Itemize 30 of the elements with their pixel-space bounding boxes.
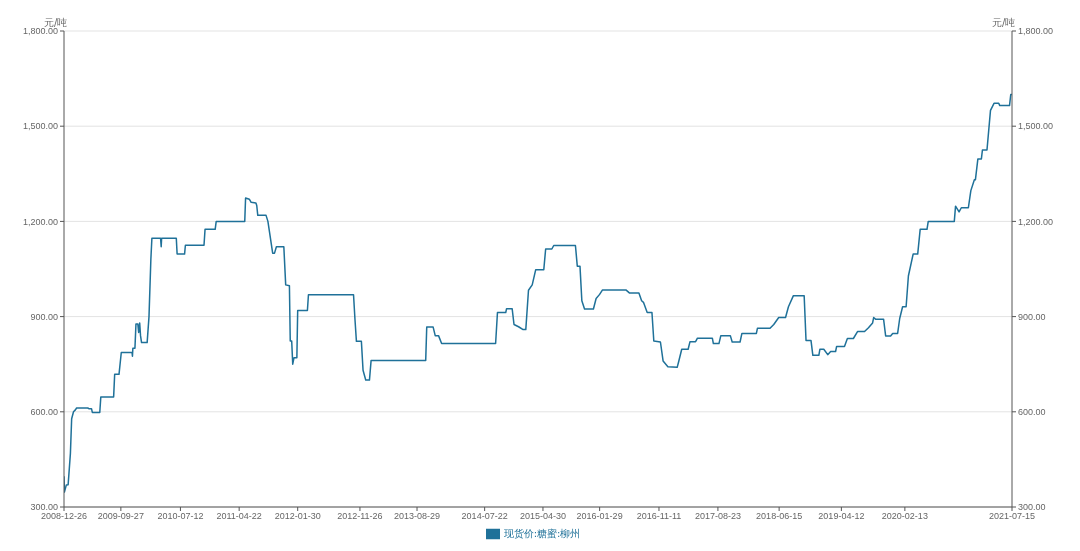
y-tick-label: 900.00 — [30, 311, 58, 322]
y-tick-label: 1,200.00 — [22, 216, 58, 227]
y2-axis-title: 元/吨 — [992, 16, 1016, 30]
legend-label: 现货价:糖蜜:柳州 — [503, 528, 581, 539]
x-tick-label: 2012-01-30 — [274, 511, 321, 522]
x-tick-label: 2016-01-29 — [576, 511, 623, 522]
x-tick-label: 2019-04-12 — [818, 511, 865, 522]
y-tick-label: 300.00 — [30, 502, 58, 513]
y-tick-label: 1,500.00 — [22, 121, 58, 132]
x-tick-label: 2017-08-23 — [694, 511, 741, 522]
x-tick-label: 2013-08-29 — [393, 511, 441, 522]
x-tick-label: 2021-07-15 — [988, 511, 1036, 522]
y2-tick-label: 900.00 — [1018, 311, 1046, 322]
y2-tick-label: 1,800.00 — [1018, 26, 1054, 37]
x-tick-label: 2016-11-11 — [636, 511, 682, 522]
x-tick-label: 2011-04-22 — [216, 511, 262, 522]
x-tick-label: 2012-11-26 — [337, 511, 383, 522]
y2-tick-label: 600.00 — [1018, 406, 1046, 417]
y-tick-label: 600.00 — [30, 406, 58, 417]
x-tick-label: 2010-07-12 — [157, 511, 204, 522]
x-tick-label: 2018-06-15 — [756, 511, 803, 522]
x-tick-label: 2009-09-27 — [97, 511, 144, 522]
x-tick-label: 2014-07-22 — [461, 511, 508, 522]
x-tick-label: 2015-04-30 — [519, 511, 566, 522]
y2-tick-label: 300.00 — [1018, 502, 1046, 513]
line-series — [64, 93, 1012, 493]
y2-tick-label: 1,500.00 — [1018, 121, 1054, 132]
x-tick-label: 2020-02-13 — [881, 511, 928, 522]
x-tick-label: 2008-12-26 — [40, 511, 88, 522]
y2-tick-label: 1,200.00 — [1018, 216, 1054, 227]
